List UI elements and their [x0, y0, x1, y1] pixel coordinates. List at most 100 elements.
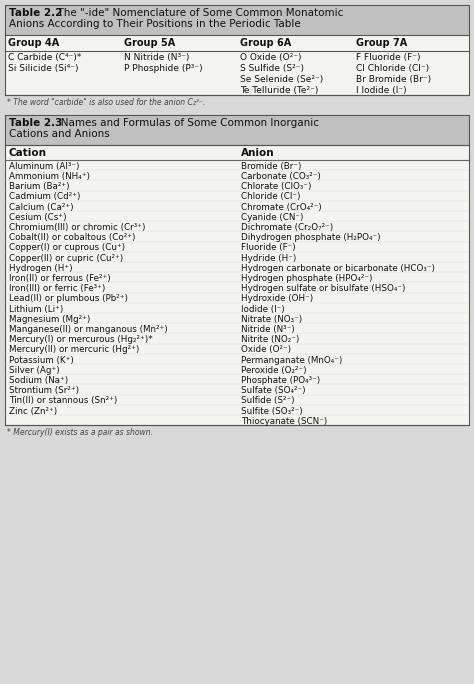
Text: Cation: Cation [9, 148, 47, 158]
Text: * Mercury(I) exists as a pair as shown.: * Mercury(I) exists as a pair as shown. [7, 428, 153, 437]
Text: Cobalt(II) or cobaltous (Co²⁺): Cobalt(II) or cobaltous (Co²⁺) [9, 233, 136, 242]
Bar [5, 293, 469, 303]
Text: Hydride (H⁻): Hydride (H⁻) [241, 254, 296, 263]
Bar [5, 201, 469, 211]
Text: The "-ide" Nomenclature of Some Common Monatomic: The "-ide" Nomenclature of Some Common M… [51, 8, 343, 18]
Text: Dichromate (Cr₂O₇²⁻): Dichromate (Cr₂O₇²⁻) [241, 223, 333, 232]
Text: Nitrite (NO₂⁻): Nitrite (NO₂⁻) [241, 335, 300, 344]
Text: Aluminum (Al³⁻): Aluminum (Al³⁻) [9, 162, 80, 171]
Bar [5, 343, 469, 354]
Bar [5, 35, 469, 51]
Text: Chloride (Cl⁻): Chloride (Cl⁻) [241, 192, 301, 201]
Text: Se Selenide (Se²⁻): Se Selenide (Se²⁻) [240, 75, 323, 84]
Text: Names and Formulas of Some Common Inorganic: Names and Formulas of Some Common Inorga… [51, 118, 319, 128]
Bar [5, 170, 469, 181]
Text: Iron(III) or ferric (Fe³⁺): Iron(III) or ferric (Fe³⁺) [9, 284, 105, 293]
Text: Cesium (Cs⁺): Cesium (Cs⁺) [9, 213, 67, 222]
Text: Table 2.2: Table 2.2 [9, 8, 63, 18]
Text: Copper(II) or cupric (Cu²⁺): Copper(II) or cupric (Cu²⁺) [9, 254, 123, 263]
Text: Nitrate (NO₃⁻): Nitrate (NO₃⁻) [241, 315, 302, 324]
Bar [5, 333, 469, 343]
Bar [5, 303, 469, 313]
Text: Manganese(II) or manganous (Mn²⁺): Manganese(II) or manganous (Mn²⁺) [9, 325, 168, 334]
Text: C Carbide (C⁴⁻)*: C Carbide (C⁴⁻)* [8, 53, 82, 62]
Bar [5, 221, 469, 231]
Text: Hydrogen phosphate (HPO₄²⁻): Hydrogen phosphate (HPO₄²⁻) [241, 274, 373, 283]
Bar [5, 241, 469, 252]
Text: Calcium (Ca²⁺): Calcium (Ca²⁺) [9, 202, 73, 211]
Bar [5, 354, 469, 364]
Text: * The word "carbide" is also used for the anion C₂²⁻.: * The word "carbide" is also used for th… [7, 98, 205, 107]
Bar [5, 115, 469, 425]
Bar [5, 115, 469, 145]
Bar [5, 211, 469, 221]
Text: Cadmium (Cd²⁺): Cadmium (Cd²⁺) [9, 192, 81, 201]
Text: Sulfate (SO₄²⁻): Sulfate (SO₄²⁻) [241, 386, 306, 395]
Text: Hydroxide (OH⁻): Hydroxide (OH⁻) [241, 294, 313, 304]
Text: Tin(II) or stannous (Sn²⁺): Tin(II) or stannous (Sn²⁺) [9, 397, 118, 406]
Text: Ammonium (NH₄⁺): Ammonium (NH₄⁺) [9, 172, 90, 181]
Text: Thiocyanate (SCN⁻): Thiocyanate (SCN⁻) [241, 417, 327, 426]
Bar [5, 84, 469, 95]
Text: Mercury(I) or mercurous (Hg₂²⁺)*: Mercury(I) or mercurous (Hg₂²⁺)* [9, 335, 153, 344]
Text: S Sulfide (S²⁻): S Sulfide (S²⁻) [240, 64, 304, 73]
Text: Chlorate (ClO₃⁻): Chlorate (ClO₃⁻) [241, 182, 311, 192]
Text: Permanganate (MnO₄⁻): Permanganate (MnO₄⁻) [241, 356, 342, 365]
Text: Barium (Ba²⁺): Barium (Ba²⁺) [9, 182, 70, 192]
Text: Lithium (Li⁺): Lithium (Li⁺) [9, 304, 64, 313]
Text: Hydrogen carbonate or bicarbonate (HCO₃⁻): Hydrogen carbonate or bicarbonate (HCO₃⁻… [241, 264, 435, 273]
Text: P Phosphide (P³⁻): P Phosphide (P³⁻) [124, 64, 202, 73]
Text: Zinc (Zn²⁺): Zinc (Zn²⁺) [9, 406, 57, 416]
Text: Table 2.3: Table 2.3 [9, 118, 63, 128]
Bar [5, 415, 469, 425]
Bar [5, 395, 469, 405]
Bar [5, 384, 469, 395]
Text: Cyanide (CN⁻): Cyanide (CN⁻) [241, 213, 303, 222]
Text: Phosphate (PO₄³⁻): Phosphate (PO₄³⁻) [241, 376, 320, 385]
Text: Sulfite (SO₃²⁻): Sulfite (SO₃²⁻) [241, 406, 303, 416]
Text: Br Bromide (Br⁻): Br Bromide (Br⁻) [356, 75, 431, 84]
Text: I Iodide (I⁻): I Iodide (I⁻) [356, 86, 407, 95]
Text: Iron(II) or ferrous (Fe²⁺): Iron(II) or ferrous (Fe²⁺) [9, 274, 111, 283]
Text: O Oxide (O²⁻): O Oxide (O²⁻) [240, 53, 301, 62]
Text: Bromide (Br⁻): Bromide (Br⁻) [241, 162, 301, 171]
Text: Fluoride (F⁻): Fluoride (F⁻) [241, 244, 296, 252]
Text: Cations and Anions: Cations and Anions [9, 129, 110, 139]
Text: Mercury(II) or mercuric (Hg²⁺): Mercury(II) or mercuric (Hg²⁺) [9, 345, 139, 354]
Bar [5, 272, 469, 282]
Text: Chromium(III) or chromic (Cr³⁺): Chromium(III) or chromic (Cr³⁺) [9, 223, 146, 232]
Text: Dihydrogen phosphate (H₂PO₄⁻): Dihydrogen phosphate (H₂PO₄⁻) [241, 233, 381, 242]
Bar [5, 252, 469, 262]
Bar [5, 324, 469, 333]
Text: Sodium (Na⁺): Sodium (Na⁺) [9, 376, 68, 385]
Text: Carbonate (CO₃²⁻): Carbonate (CO₃²⁻) [241, 172, 321, 181]
Text: Potassium (K⁺): Potassium (K⁺) [9, 356, 74, 365]
Text: Group 4A: Group 4A [8, 38, 59, 48]
Bar [5, 51, 469, 62]
Text: Sulfide (S²⁻): Sulfide (S²⁻) [241, 397, 295, 406]
Text: Silver (Ag⁺): Silver (Ag⁺) [9, 366, 60, 375]
Text: Peroxide (O₂²⁻): Peroxide (O₂²⁻) [241, 366, 307, 375]
Bar [5, 282, 469, 293]
Bar [5, 5, 469, 35]
Bar [5, 160, 469, 170]
Bar [5, 181, 469, 191]
Text: Hydrogen (H⁺): Hydrogen (H⁺) [9, 264, 73, 273]
Bar [5, 231, 469, 241]
Bar [5, 374, 469, 384]
Text: Anions According to Their Positions in the Periodic Table: Anions According to Their Positions in t… [9, 19, 301, 29]
Text: Copper(I) or cuprous (Cu⁺): Copper(I) or cuprous (Cu⁺) [9, 244, 125, 252]
Text: Chromate (CrO₄²⁻): Chromate (CrO₄²⁻) [241, 202, 322, 211]
Text: F Fluoride (F⁻): F Fluoride (F⁻) [356, 53, 420, 62]
Text: Nitride (N³⁻): Nitride (N³⁻) [241, 325, 295, 334]
Bar [5, 262, 469, 272]
Text: Oxide (O²⁻): Oxide (O²⁻) [241, 345, 291, 354]
Text: Group 7A: Group 7A [356, 38, 407, 48]
Text: Iodide (I⁻): Iodide (I⁻) [241, 304, 285, 313]
Text: Hydrogen sulfate or bisulfate (HSO₄⁻): Hydrogen sulfate or bisulfate (HSO₄⁻) [241, 284, 405, 293]
Text: N Nitride (N³⁻): N Nitride (N³⁻) [124, 53, 190, 62]
Text: Strontium (Sr²⁺): Strontium (Sr²⁺) [9, 386, 79, 395]
Text: Cl Chloride (Cl⁻): Cl Chloride (Cl⁻) [356, 64, 429, 73]
Text: Magnesium (Mg²⁺): Magnesium (Mg²⁺) [9, 315, 91, 324]
Bar [5, 313, 469, 324]
